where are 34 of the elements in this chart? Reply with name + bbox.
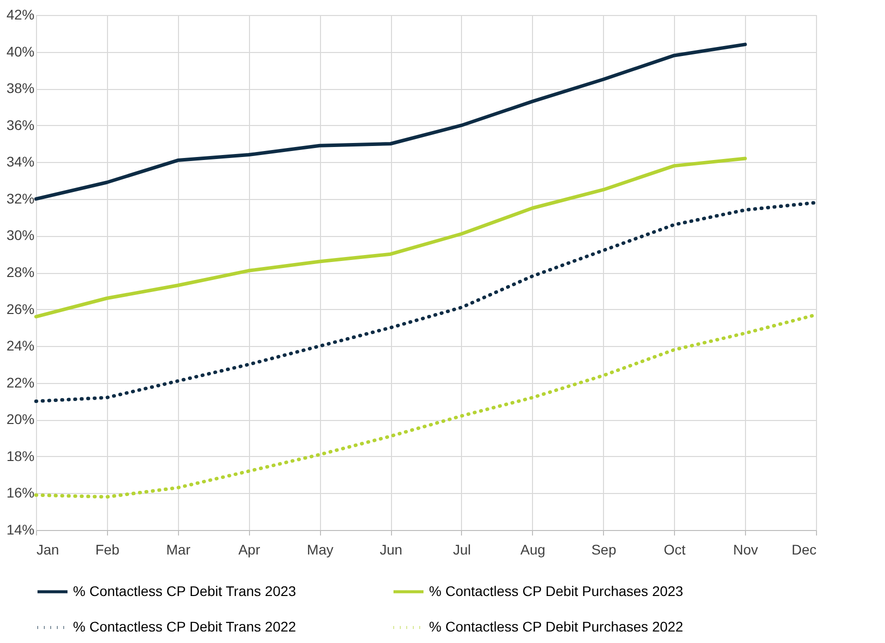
legend-label: % Contactless CP Debit Purchases 2023 (429, 582, 684, 599)
y-tick-label: 32% (6, 190, 34, 206)
y-tick-label: 28% (6, 264, 34, 280)
x-tick-label: Nov (733, 542, 758, 558)
y-tick-label: 16% (6, 484, 34, 501)
line-series (34, 42, 747, 201)
y-tick-label: 38% (6, 80, 34, 96)
x-tick-label: Sep (591, 542, 616, 558)
x-tick-label: Jun (380, 542, 402, 558)
x-tick-label: Apr (238, 542, 260, 558)
y-tick-label: 40% (6, 43, 34, 60)
x-tick-label: Feb (95, 542, 120, 558)
y-tick-label: 20% (6, 411, 34, 428)
y-tick-label: 14% (6, 522, 34, 538)
x-tick-label: May (306, 542, 334, 558)
x-tick-label: Jan (36, 542, 60, 558)
line-series (34, 200, 818, 403)
line-series (34, 156, 747, 318)
y-tick-label: 34% (6, 154, 34, 170)
x-tick-label: Dec (792, 542, 816, 558)
y-tick-label: 18% (6, 448, 34, 464)
legend-label: % Contactless CP Debit Trans 2022 (73, 618, 296, 634)
legend-label: % Contactless CP Debit Trans 2023 (73, 582, 296, 599)
x-tick-label: Aug (520, 542, 546, 558)
y-tick-label: 42% (6, 6, 34, 22)
y-tick-label: 30% (6, 227, 34, 244)
y-tick-label: 24% (6, 338, 34, 354)
x-tick-label: Jul (453, 542, 471, 558)
y-tick-label: 22% (6, 374, 34, 390)
y-tick-label: 26% (6, 300, 34, 317)
y-tick-label: 36% (6, 116, 34, 133)
x-tick-label: Mar (166, 542, 191, 558)
legend-label: % Contactless CP Debit Purchases 2022 (429, 618, 684, 634)
x-tick-label: Oct (664, 542, 686, 558)
